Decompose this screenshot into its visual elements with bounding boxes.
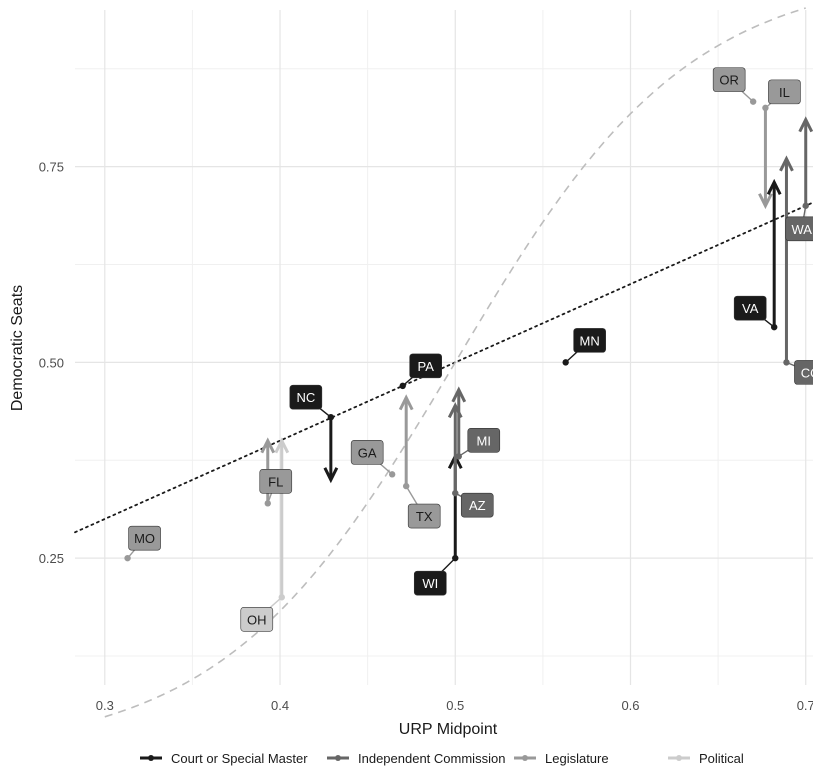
x-axis-title: URP Midpoint	[399, 721, 498, 738]
legend-swatch-point	[522, 755, 528, 761]
x-tick-label: 0.6	[621, 698, 639, 713]
state-label: PA	[417, 359, 434, 374]
y-axis-title: Democratic Seats	[9, 285, 26, 411]
x-tick-label: 0.3	[96, 698, 114, 713]
data-points	[124, 98, 809, 601]
state-label: AZ	[469, 498, 486, 513]
arrow-head	[323, 467, 339, 484]
state-label: NC	[296, 390, 315, 405]
reference-line-dotted	[74, 201, 813, 534]
x-tick-label: 0.5	[446, 698, 464, 713]
data-point	[783, 359, 790, 366]
legend-swatch-point	[148, 755, 154, 761]
state-label-box	[413, 570, 447, 596]
arrow-head	[274, 437, 290, 454]
legend-label: Independent Commission	[358, 751, 505, 766]
legend-swatch-point	[676, 755, 682, 761]
state-label-box	[409, 353, 442, 379]
state-label-box	[733, 295, 767, 321]
y-tick-label: 0.50	[39, 355, 64, 370]
legend-label: Court or Special Master	[171, 751, 308, 766]
arrow-head	[260, 437, 276, 454]
arrow-head	[758, 193, 773, 210]
state-label-box	[407, 503, 441, 529]
y-tick-label: 0.75	[39, 160, 64, 175]
state-label: WA	[791, 222, 812, 237]
state-label: WI	[422, 576, 438, 591]
state-label: MI	[477, 433, 491, 448]
grid	[75, 10, 813, 685]
state-label: VA	[742, 301, 759, 316]
legend: Court or Special Master Independent Commi…	[140, 751, 744, 766]
arrow-head	[766, 178, 782, 195]
state-label-box	[259, 469, 293, 494]
state-label: MO	[134, 531, 155, 546]
state-label: OR	[719, 73, 739, 88]
state-label: TX	[416, 509, 433, 524]
state-label: MN	[580, 333, 600, 348]
axes: URP Midpoint Democratic Seats 0.3 0.4 0.5 0…	[9, 160, 813, 738]
state-label: OH	[247, 612, 267, 627]
state-label: GA	[358, 445, 377, 460]
state-label-box	[785, 216, 813, 242]
data-point	[264, 500, 271, 507]
y-tick-label: 0.25	[39, 551, 64, 566]
state-label-box	[460, 492, 494, 518]
reference-lines	[74, 7, 813, 718]
reference-curve-dashed	[104, 7, 806, 718]
x-tick-label: 0.4	[271, 698, 289, 713]
state-label-box	[467, 428, 501, 453]
x-tick-label: 0.7	[797, 698, 813, 713]
arrow-head	[798, 116, 813, 133]
state-label: FL	[268, 474, 283, 489]
state-labels: MO OH FL NC GA PA TX WI AZ MI MN OR IL VA CO WA	[127, 67, 813, 632]
arrow-head	[779, 155, 794, 172]
state-label-box	[712, 67, 746, 92]
legend-label: Legislature	[545, 751, 609, 766]
state-label: IL	[779, 85, 790, 100]
state-label-box	[289, 384, 323, 410]
legend-swatch-point	[335, 755, 341, 761]
arrow-head	[398, 394, 414, 411]
state-label-box	[573, 328, 606, 353]
state-label-box	[794, 360, 813, 385]
arrow-head	[451, 386, 467, 403]
state-label-box	[240, 606, 274, 632]
legend-label: Political	[699, 751, 744, 766]
state-label-box	[350, 440, 384, 465]
state-label-box	[128, 525, 161, 551]
state-label-box	[768, 79, 801, 105]
state-label: CO	[801, 365, 813, 380]
seat-change-arrows	[260, 107, 813, 598]
data-point	[402, 482, 410, 490]
